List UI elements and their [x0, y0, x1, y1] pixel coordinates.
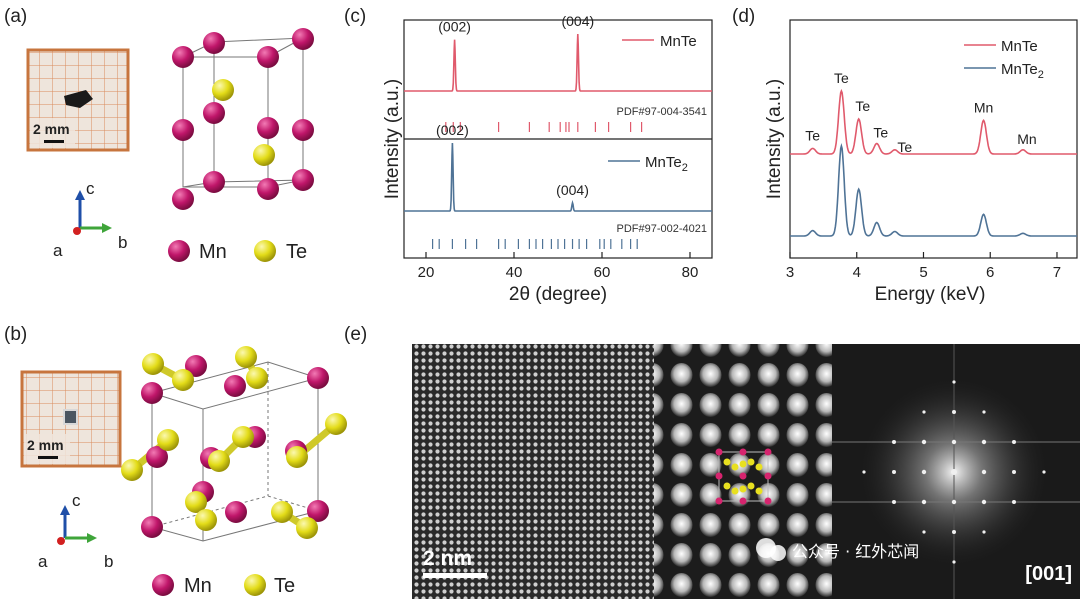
- axis-a-label: a: [38, 552, 48, 571]
- y-axis-label: Intensity (a.u.): [382, 79, 403, 199]
- sample-photo-a: 2 mm: [26, 48, 130, 152]
- legend-mnte2-label: MnTe2: [1001, 61, 1044, 81]
- reference-lines-mnte: [445, 122, 643, 132]
- panel-label-c: (c): [344, 6, 366, 27]
- legend-te-swatch: [244, 574, 266, 596]
- scale-bar-nm: [423, 573, 487, 578]
- x-tick-label: 20: [418, 264, 435, 281]
- x-tick-label: 60: [594, 264, 611, 281]
- axis-a-label: a: [53, 241, 63, 260]
- panel-label-e: (e): [344, 324, 367, 345]
- crystal-sample: [64, 90, 93, 108]
- panel-b: 2 mm c a b: [20, 346, 347, 597]
- panel-label-a: (a): [4, 6, 27, 27]
- stem-filtered-image: [654, 344, 832, 599]
- x-axis-label: Energy (keV): [875, 284, 986, 305]
- crystal-structure-mnte2: [121, 346, 347, 542]
- x-tick-label: 3: [786, 264, 794, 281]
- legend-mnte2: MnTe2: [964, 61, 1044, 81]
- element-peak-label: Mn: [1017, 131, 1036, 147]
- scale-label: 2 mm: [27, 437, 64, 453]
- legend-mn-label: Mn: [184, 575, 212, 597]
- xrd-chart: Intensity (a.u.) 2θ (degree) 20 40 60 80 (0…: [382, 13, 713, 305]
- x-tick-label: 4: [853, 264, 861, 281]
- x-tick-labels: 20 40 60 80: [418, 264, 699, 281]
- peak-label-002-mnte2: (002): [436, 122, 469, 138]
- axis-c-label: c: [72, 491, 81, 510]
- reference-label-mnte2: PDF#97-002-4021: [616, 223, 707, 235]
- scale-label-nm: 2 nm: [423, 547, 472, 570]
- legend-mnte-label: MnTe: [660, 33, 697, 50]
- legend-te-swatch: [254, 240, 276, 262]
- element-peak-label: Te: [805, 127, 820, 143]
- y-axis-label: Intensity (a.u.): [764, 79, 785, 199]
- x-ticks: [789, 252, 1058, 258]
- legend-mn-label: Mn: [199, 241, 227, 263]
- crystal-structure-mnte: [172, 28, 314, 210]
- x-tick-label: 7: [1053, 264, 1061, 281]
- atom-overlay: [715, 448, 772, 505]
- element-peak-label: Te: [855, 98, 870, 114]
- element-peak-label: Te: [834, 70, 849, 86]
- axis-b-label: b: [104, 552, 113, 571]
- axis-c-label: c: [86, 179, 95, 198]
- x-tick-label: 40: [506, 264, 523, 281]
- legend-te-label: Te: [286, 241, 307, 263]
- watermark: 公众号 · 红外芯闻: [756, 538, 919, 561]
- x-tick-label: 80: [682, 264, 699, 281]
- panel-a: 2 mm c a b: [26, 28, 314, 263]
- legend-mn-swatch: [152, 574, 174, 596]
- peak-label-004-mnte: (004): [561, 13, 594, 29]
- panel-label-b: (b): [4, 324, 27, 345]
- axis-triad-b: c a b: [38, 491, 113, 571]
- x-axis-label: 2θ (degree): [509, 284, 607, 305]
- peak-label-002-mnte: (002): [438, 19, 471, 35]
- reference-lines-mnte2: [432, 239, 638, 249]
- scale-bar: [38, 456, 58, 459]
- panel-label-d: (d): [732, 6, 755, 27]
- sample-photo-b: 2 mm: [20, 370, 122, 468]
- stem-haadf-image: [412, 344, 654, 599]
- legend-mnte-label: MnTe: [1001, 38, 1038, 55]
- series-mnte2-line: [790, 143, 1077, 237]
- x-ticks: [425, 252, 691, 258]
- legend-mnte2: MnTe2: [608, 154, 688, 174]
- legend-mn-swatch: [168, 240, 190, 262]
- legend-b: Mn Te: [152, 574, 295, 597]
- element-peak-label: Mn: [974, 99, 993, 115]
- plot-frame: [789, 19, 1078, 259]
- legend-a: Mn Te: [168, 240, 307, 263]
- legend-te-label: Te: [274, 575, 295, 597]
- reference-label-mnte: PDF#97-004-3541: [616, 106, 707, 118]
- series-mnte2-line: [404, 142, 712, 212]
- element-peak-label: Te: [873, 125, 888, 141]
- watermark-text: 公众号 · 红外芯闻: [792, 542, 919, 561]
- scale-label: 2 mm: [33, 121, 70, 137]
- series-mnte-line: [790, 88, 1077, 155]
- fft-pattern: [832, 344, 1080, 599]
- legend-mnte: MnTe: [622, 33, 697, 50]
- element-peak-label: Te: [897, 139, 912, 155]
- scale-bar: [44, 140, 64, 143]
- axis-triad-a: c a b: [53, 179, 127, 260]
- peak-label-004-mnte2: (004): [556, 182, 589, 198]
- legend-mnte: MnTe: [964, 38, 1038, 55]
- zone-axis-label: [001]: [1025, 563, 1072, 585]
- panel-e: 2 nm 公众号 · 红外芯闻 [001]: [412, 344, 1080, 599]
- axis-b-label: b: [118, 233, 127, 252]
- x-tick-label: 5: [919, 264, 927, 281]
- x-tick-labels: 3 4 5 6 7: [786, 264, 1061, 281]
- legend-mnte2-label: MnTe2: [645, 154, 688, 174]
- crystal-sample: [63, 409, 78, 425]
- x-tick-label: 6: [986, 264, 994, 281]
- series-mnte-line: [404, 33, 712, 92]
